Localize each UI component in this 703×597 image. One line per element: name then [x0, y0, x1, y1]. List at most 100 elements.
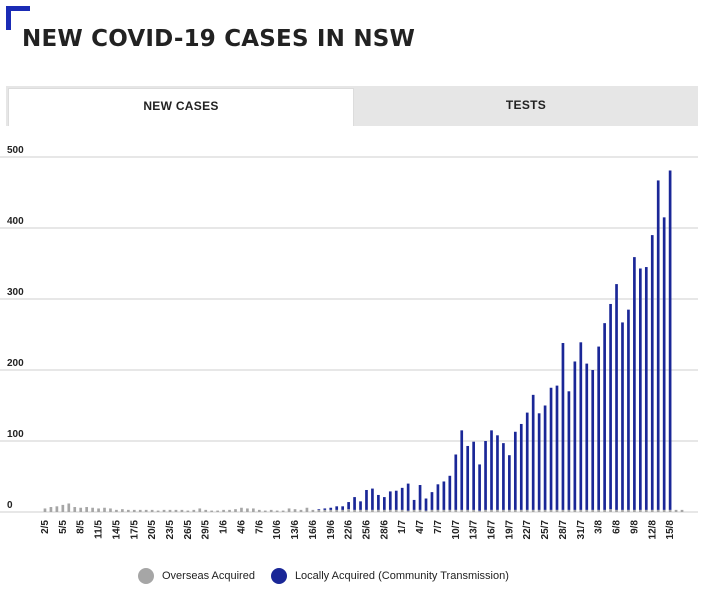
bar-local[interactable] — [400, 487, 404, 510]
bar-overseas[interactable] — [240, 507, 243, 512]
bar-overseas[interactable] — [412, 509, 416, 512]
bar-local[interactable] — [448, 475, 452, 510]
bar-overseas[interactable] — [478, 510, 481, 512]
bar-local[interactable] — [555, 385, 559, 510]
bar-overseas[interactable] — [394, 509, 398, 512]
bar-overseas[interactable] — [341, 509, 345, 512]
bar-overseas[interactable] — [668, 509, 672, 512]
bar-overseas[interactable] — [460, 509, 464, 512]
bar-overseas[interactable] — [121, 509, 124, 512]
bar-local[interactable] — [353, 497, 356, 510]
bar-overseas[interactable] — [67, 503, 71, 512]
bar-local[interactable] — [508, 455, 511, 510]
bar-overseas[interactable] — [353, 509, 356, 512]
bar-overseas[interactable] — [216, 510, 219, 512]
bar-overseas[interactable] — [400, 509, 404, 512]
tab-tests[interactable]: TESTS — [505, 98, 547, 112]
bar-overseas[interactable] — [424, 510, 428, 512]
bar-overseas[interactable] — [293, 509, 297, 512]
bar-overseas[interactable] — [436, 509, 440, 512]
bar-overseas[interactable] — [555, 509, 559, 512]
bar-local[interactable] — [502, 443, 505, 510]
bar-overseas[interactable] — [442, 509, 446, 512]
bar-overseas[interactable] — [377, 509, 380, 512]
bar-local[interactable] — [549, 387, 553, 510]
bar-local[interactable] — [388, 491, 392, 510]
bar-overseas[interactable] — [644, 509, 648, 512]
legend-item-local[interactable]: Locally Acquired (Community Transmission… — [270, 568, 509, 584]
bar-overseas[interactable] — [382, 509, 386, 512]
bar-local[interactable] — [639, 268, 642, 510]
bar-local[interactable] — [615, 284, 618, 510]
bar-local[interactable] — [365, 489, 368, 510]
bar-overseas[interactable] — [466, 509, 470, 512]
bar-local[interactable] — [513, 431, 517, 510]
bar-overseas[interactable] — [49, 507, 53, 512]
bar-overseas[interactable] — [162, 509, 166, 512]
bar-local[interactable] — [519, 423, 523, 510]
bar-overseas[interactable] — [150, 509, 154, 512]
bar-overseas[interactable] — [198, 508, 202, 512]
bar-overseas[interactable] — [263, 510, 267, 512]
bar-overseas[interactable] — [371, 509, 374, 512]
bar-local[interactable] — [394, 490, 398, 510]
bar-overseas[interactable] — [591, 509, 595, 512]
bar-local[interactable] — [668, 170, 672, 510]
bar-local[interactable] — [377, 494, 380, 510]
bar-local[interactable] — [335, 506, 339, 510]
bar-overseas[interactable] — [192, 509, 196, 512]
bar-local[interactable] — [329, 507, 333, 510]
bar-local[interactable] — [406, 483, 410, 511]
bar-overseas[interactable] — [418, 509, 422, 512]
bar-overseas[interactable] — [680, 509, 684, 512]
bar-overseas[interactable] — [234, 509, 237, 512]
bar-overseas[interactable] — [180, 509, 184, 512]
bar-overseas[interactable] — [311, 509, 315, 512]
bar-overseas[interactable] — [222, 509, 225, 512]
bar-local[interactable] — [531, 394, 535, 510]
bar-local[interactable] — [591, 370, 595, 510]
bar-local[interactable] — [650, 235, 654, 510]
bar-overseas[interactable] — [597, 509, 601, 512]
bar-overseas[interactable] — [126, 509, 130, 512]
bar-overseas[interactable] — [287, 508, 291, 512]
bar-overseas[interactable] — [103, 507, 106, 512]
bar-local[interactable] — [436, 484, 440, 510]
bar-overseas[interactable] — [674, 509, 678, 512]
bar-local[interactable] — [460, 430, 464, 510]
bar-overseas[interactable] — [144, 509, 148, 512]
bar-local[interactable] — [442, 481, 446, 510]
bar-local[interactable] — [359, 501, 362, 510]
bar-overseas[interactable] — [615, 509, 618, 512]
bar-local[interactable] — [525, 412, 529, 510]
bar-overseas[interactable] — [299, 509, 303, 512]
bar-local[interactable] — [579, 342, 583, 510]
bar-overseas[interactable] — [97, 508, 100, 512]
bar-overseas[interactable] — [513, 509, 517, 512]
bar-overseas[interactable] — [365, 509, 368, 512]
bar-local[interactable] — [478, 464, 481, 511]
bar-local[interactable] — [490, 430, 493, 510]
bar-overseas[interactable] — [109, 508, 112, 512]
bar-overseas[interactable] — [347, 509, 350, 512]
bar-local[interactable] — [347, 502, 350, 510]
bar-overseas[interactable] — [156, 510, 160, 512]
bar-overseas[interactable] — [650, 509, 654, 512]
bar-overseas[interactable] — [662, 509, 666, 512]
bar-local[interactable] — [323, 508, 327, 510]
bar-overseas[interactable] — [621, 509, 624, 512]
bar-overseas[interactable] — [585, 509, 589, 512]
bar-local[interactable] — [662, 217, 666, 510]
bar-overseas[interactable] — [317, 509, 321, 512]
bar-overseas[interactable] — [210, 510, 214, 512]
bar-overseas[interactable] — [531, 509, 535, 512]
bar-overseas[interactable] — [490, 509, 493, 512]
bar-local[interactable] — [484, 441, 487, 510]
bar-overseas[interactable] — [537, 509, 541, 512]
bar-local[interactable] — [371, 488, 374, 510]
bar-overseas[interactable] — [252, 508, 255, 512]
bar-overseas[interactable] — [549, 509, 553, 512]
bar-local[interactable] — [633, 257, 636, 510]
bar-local[interactable] — [382, 497, 386, 510]
bar-overseas[interactable] — [525, 509, 529, 512]
